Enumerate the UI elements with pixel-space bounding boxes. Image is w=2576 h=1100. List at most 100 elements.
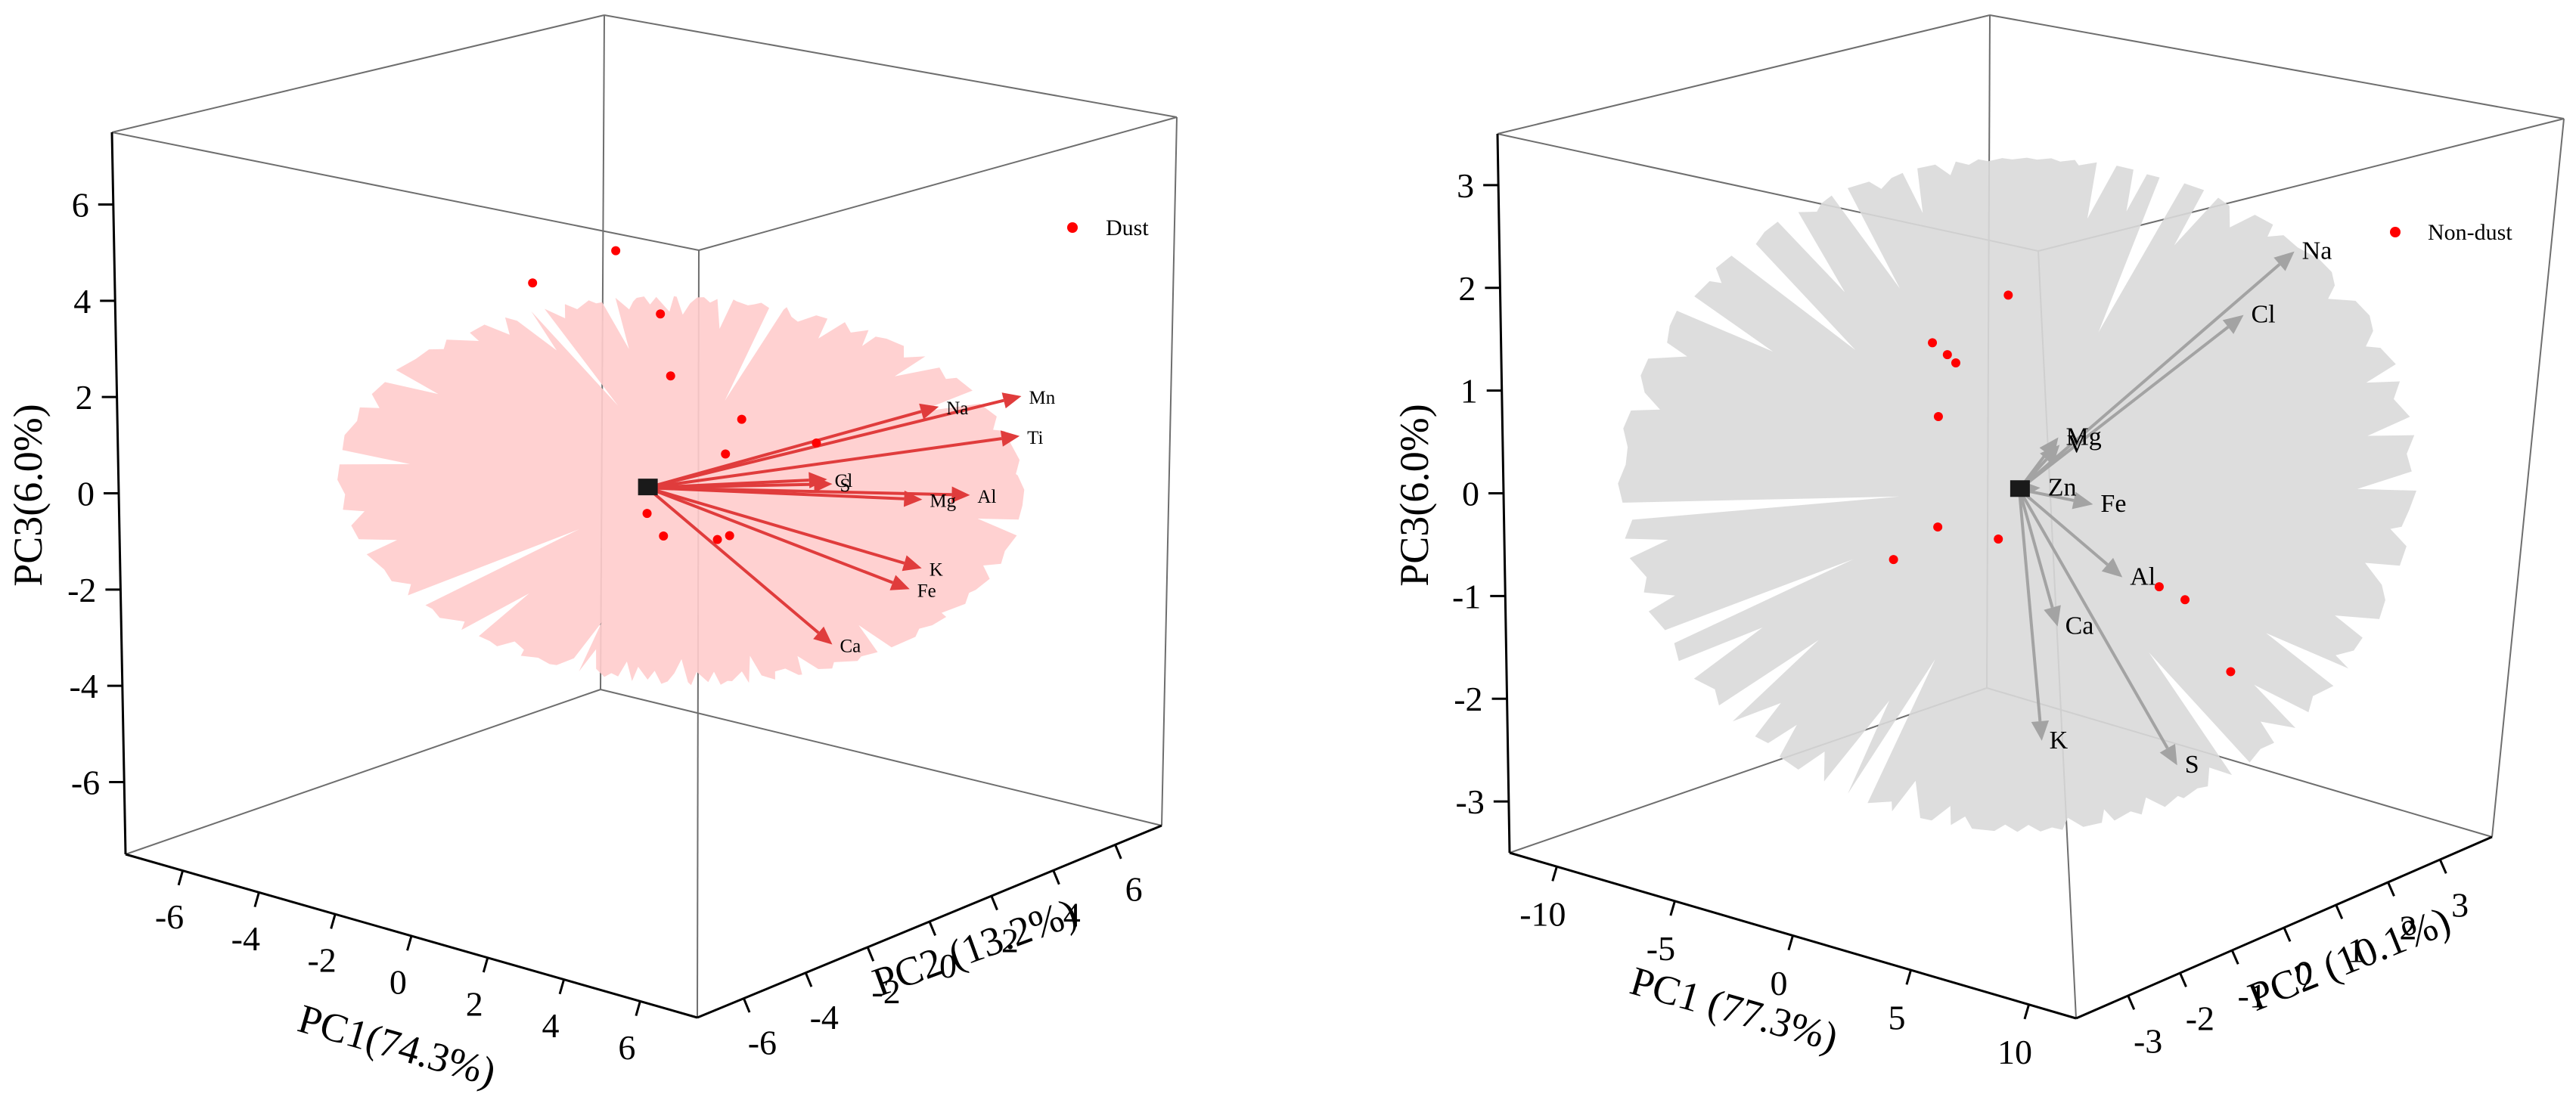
score-point (1933, 522, 1943, 532)
loading-label-ti: Ti (1027, 428, 1043, 448)
pc1-tick (1551, 866, 1558, 882)
pc3-tick-label: 4 (73, 282, 91, 321)
pc1-tick-label: 10 (1997, 1033, 2032, 1071)
pc3-tick-label: 0 (1462, 475, 1479, 513)
score-point (611, 246, 621, 256)
loading-vector-k (2017, 489, 2050, 741)
pc3-tick-label: 2 (76, 378, 93, 417)
score-point (1994, 534, 2003, 544)
pc3-tick-label: 1 (1460, 372, 1478, 411)
loading-vector-fe (646, 486, 910, 590)
box-edge (698, 116, 1178, 251)
score-point (737, 414, 746, 424)
box-edge (125, 689, 601, 855)
loading-vector-mg (647, 486, 923, 507)
pc1-tick-label: 4 (542, 1006, 560, 1045)
loading-vector-na (2018, 251, 2295, 491)
pc2-tick (2335, 904, 2344, 919)
loading-label-cl: Cl (2252, 301, 2276, 329)
pc3-tick-label: -2 (1454, 680, 1482, 718)
pc3-tick-label: 6 (72, 186, 89, 225)
pc3-tick-label: -2 (67, 571, 96, 609)
pc1-tick-label: 2 (466, 984, 483, 1023)
pc3-tick-label: 3 (1457, 166, 1474, 205)
loading-vector-cl (2018, 315, 2244, 491)
pc2-tick-label: 0 (939, 947, 957, 985)
loading-label-na: Na (2302, 237, 2332, 265)
score-point (1889, 555, 1898, 565)
pc2-tick (1052, 869, 1060, 885)
pc1-tick (635, 1000, 641, 1017)
score-point (1942, 350, 1952, 360)
pc1-tick-label: -6 (155, 897, 184, 936)
loading-label-k: K (930, 560, 943, 581)
score-point (1928, 338, 1938, 348)
box-edge (111, 14, 605, 133)
loading-label-mg: Mg (2066, 423, 2102, 451)
loading-vector-al (2018, 488, 2123, 578)
score-point (528, 278, 538, 288)
loading-vector-s (2018, 488, 2177, 766)
legend-marker (1067, 222, 1078, 233)
loading-label-v: V (2067, 430, 2086, 458)
score-point (2003, 290, 2013, 300)
pc1-tick-label: 0 (1770, 964, 1787, 1002)
score-point (659, 531, 669, 541)
pc2-tick (2283, 927, 2292, 942)
pc1-tick-label: -10 (1519, 895, 1566, 934)
pc2-tick (2438, 859, 2447, 874)
score-point (721, 449, 731, 459)
score-point (642, 509, 652, 519)
loading-label-al: Al (977, 487, 996, 507)
pc2-tick (2387, 882, 2395, 897)
score-point (812, 438, 821, 448)
loading-label-ca: Ca (2065, 612, 2094, 640)
score-point (1933, 411, 1943, 421)
pc2-tick (990, 895, 998, 911)
loading-label-s: S (2185, 751, 2199, 779)
pc1-tick (558, 979, 566, 995)
box-edge (1497, 14, 1991, 135)
pc3-tick-label: 2 (1458, 269, 1476, 308)
pc3-axis-label: PC3(6.0%) (1392, 404, 1437, 587)
pc1-tick (253, 891, 260, 908)
box-edge (1509, 687, 1988, 854)
pc2-tick-label: 2 (2399, 908, 2416, 947)
pc1-tick (482, 957, 489, 973)
loading-origin (2010, 480, 2030, 497)
score-point (2180, 595, 2190, 605)
pc2-tick (1114, 844, 1122, 860)
pc3-tick-label: -1 (1452, 577, 1481, 615)
pc1-tick (1787, 935, 1794, 951)
loading-label-na: Na (946, 398, 968, 419)
box-edge (111, 132, 700, 251)
pc2-tick-label: 0 (2295, 953, 2313, 992)
pc1-tick-label: 5 (1889, 998, 1906, 1036)
loading-label-al: Al (2130, 563, 2155, 591)
pc2-tick-label: -3 (2134, 1021, 2162, 1060)
pc2-tick-label: -2 (871, 972, 900, 1011)
loading-label-zn: Zn (2048, 473, 2077, 501)
loading-label-k: K (2050, 727, 2069, 755)
box-edge (604, 14, 1178, 118)
score-point (1951, 358, 1960, 367)
pc2-tick (866, 947, 875, 962)
loading-vector-ca (2017, 488, 2061, 627)
loading-vector-cl (647, 472, 827, 490)
pc2-tick-label: 6 (1125, 870, 1143, 909)
pc2-tick-label: 3 (2451, 885, 2469, 924)
loading-label-cl: Cl (835, 471, 853, 491)
loading-label-ca: Ca (840, 637, 861, 657)
pc3-tick-label: -6 (71, 764, 100, 802)
score-point (666, 371, 675, 381)
pc2-tick (2230, 950, 2239, 965)
legend-label: Non-dust (2428, 220, 2512, 245)
pc3-axis-label: PC3(6.0%) (5, 404, 51, 587)
pc3-tick-label: 0 (77, 475, 95, 513)
box-edge (2491, 118, 2565, 838)
legend-label: Dust (1106, 215, 1149, 240)
loading-vector-ti (647, 430, 1020, 490)
